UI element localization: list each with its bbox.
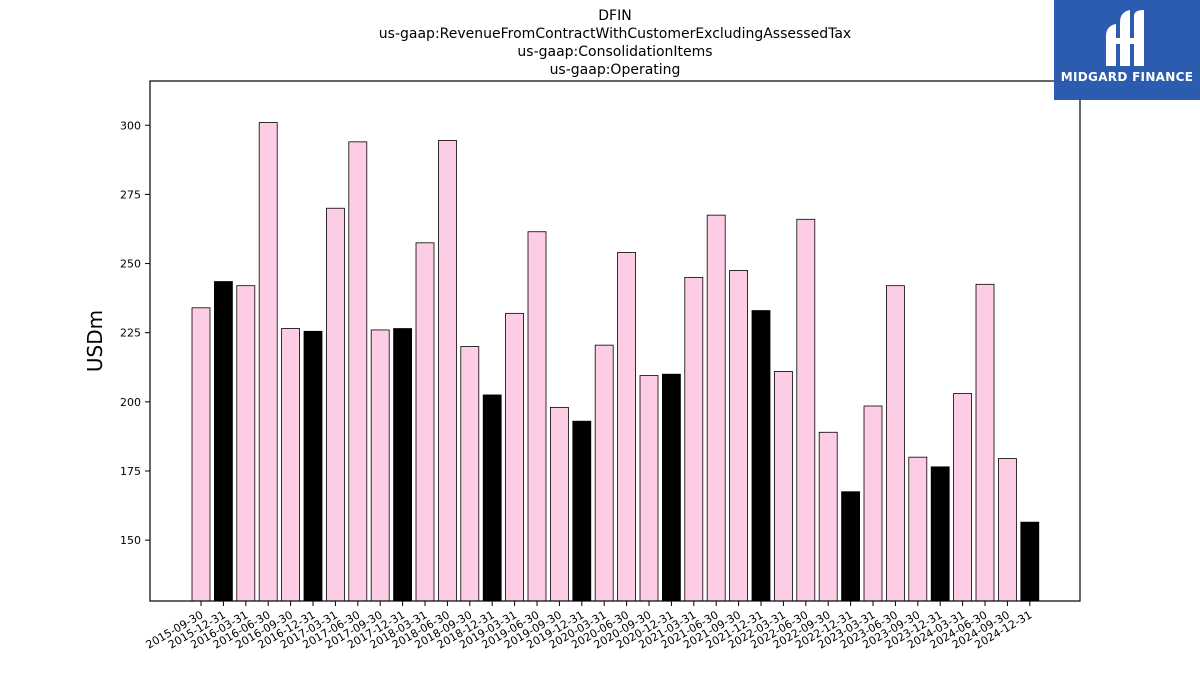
bar-2024-06-30 xyxy=(975,283,995,602)
bar-2020-06-30 xyxy=(617,252,636,602)
logo-text: MIDGARD FINANCE xyxy=(1060,70,1194,84)
y-tick-label: 175 xyxy=(120,465,141,478)
bar-2020-09-30 xyxy=(639,375,659,602)
y-tick-label: 150 xyxy=(120,534,141,547)
bar-2024-09-30 xyxy=(998,458,1017,602)
bar-2018-06-30 xyxy=(437,140,457,602)
bar-2018-12-31 xyxy=(482,394,502,602)
bar-2023-03-31 xyxy=(863,405,883,602)
bar-2021-06-30 xyxy=(706,214,726,602)
bar-2016-12-31 xyxy=(303,330,323,602)
y-tick-label: 250 xyxy=(120,258,141,271)
chart-title-block: DFIN us-gaap:RevenueFromContractWithCust… xyxy=(150,7,1080,79)
bar-2023-12-31 xyxy=(930,466,950,602)
bar-2017-06-30 xyxy=(348,141,368,602)
bar-2024-03-31 xyxy=(953,393,972,602)
y-tick-label: 275 xyxy=(120,188,141,201)
bar-2022-09-30 xyxy=(818,431,838,602)
bar-2021-03-31 xyxy=(684,276,704,602)
plot-frame xyxy=(149,80,1081,602)
y-axis-label: USDm xyxy=(83,310,107,372)
chart-title-concept: us-gaap:RevenueFromContractWithCustomerE… xyxy=(378,26,852,42)
bar-2019-06-30 xyxy=(527,231,547,602)
bar-2020-12-31 xyxy=(662,373,681,602)
bar-2018-03-31 xyxy=(415,242,435,602)
bar-2017-03-31 xyxy=(325,207,345,602)
bar-2015-12-31 xyxy=(213,281,233,602)
chart-title-ticker: DFIN xyxy=(598,8,632,24)
bar-2021-09-30 xyxy=(729,270,748,602)
bar-2015-09-30 xyxy=(191,307,211,602)
chart-title-member: us-gaap:Operating xyxy=(549,62,681,78)
bar-2022-12-31 xyxy=(841,491,860,602)
bar-2019-12-31 xyxy=(572,420,592,602)
bar-2024-12-31 xyxy=(1020,521,1040,602)
bar-2017-09-30 xyxy=(370,329,390,602)
bar-2016-03-31 xyxy=(236,285,256,602)
bar-2019-09-30 xyxy=(550,406,569,602)
bar-2017-12-31 xyxy=(393,328,413,602)
bar-2023-09-30 xyxy=(908,456,928,602)
bar-2023-06-30 xyxy=(886,285,905,602)
bar-2022-03-31 xyxy=(774,371,793,602)
bar-2021-12-31 xyxy=(751,310,771,602)
midgard-finance-logo: MIDGARD FINANCE xyxy=(1054,0,1200,100)
y-tick-label: 200 xyxy=(120,396,141,409)
chart-title-axis: us-gaap:ConsolidationItems xyxy=(517,44,713,60)
logo-mark-icon xyxy=(1106,10,1144,66)
bar-2022-06-30 xyxy=(796,218,816,602)
bar-2018-09-30 xyxy=(460,346,480,602)
bar-2016-09-30 xyxy=(281,328,301,602)
bar-2019-03-31 xyxy=(505,312,525,602)
bar-2016-06-30 xyxy=(258,122,278,602)
y-tick-label: 300 xyxy=(120,119,141,132)
y-tick-label: 225 xyxy=(120,327,141,340)
bar-2020-03-31 xyxy=(594,344,614,602)
